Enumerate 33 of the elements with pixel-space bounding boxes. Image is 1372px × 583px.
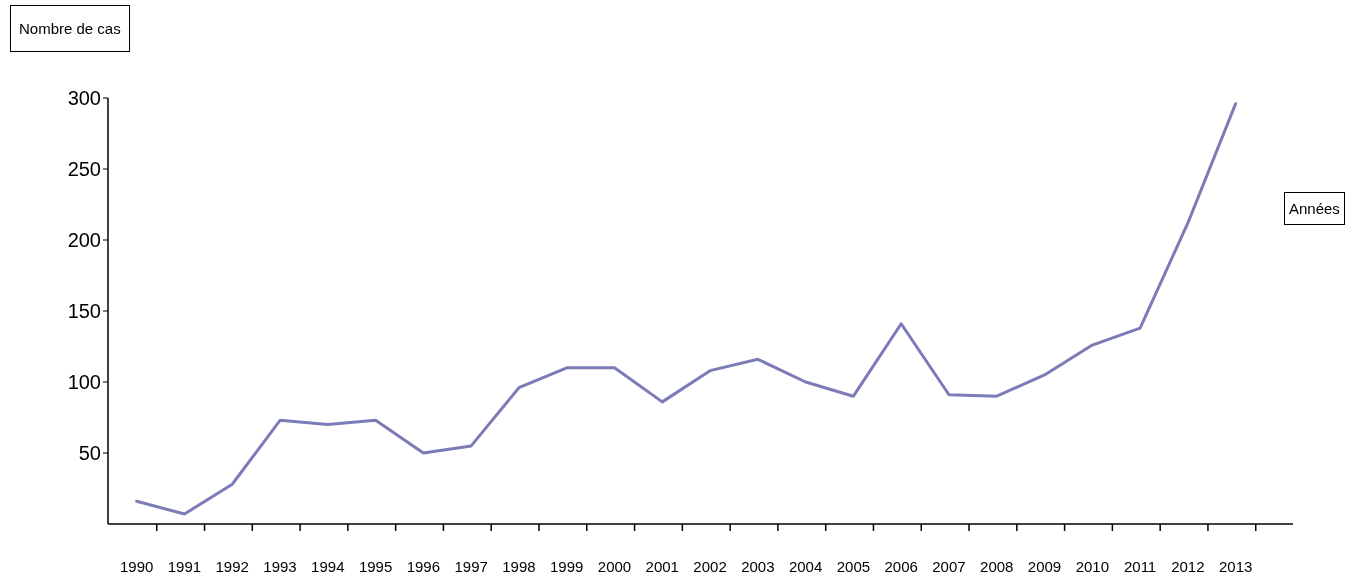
y-tick-label: 250 bbox=[67, 158, 101, 181]
x-tick-label: 2005 bbox=[836, 558, 871, 575]
x-tick-label: 2007 bbox=[932, 558, 966, 575]
x-tick-label: 1991 bbox=[167, 558, 202, 575]
x-tick-label: 2011 bbox=[1123, 558, 1157, 575]
y-tick-label: 200 bbox=[67, 229, 101, 252]
x-tick-label: 1990 bbox=[119, 558, 154, 575]
line-series bbox=[135, 102, 1238, 516]
x-tick-label: 1995 bbox=[358, 558, 393, 575]
x-tick-label: 1996 bbox=[406, 558, 441, 575]
x-axis-title: Années bbox=[1284, 192, 1345, 225]
y-tick-label: 100 bbox=[67, 371, 101, 394]
x-tick-label: 2010 bbox=[1075, 558, 1109, 575]
y-tick-label: 50 bbox=[78, 442, 101, 465]
x-tick-label: 2008 bbox=[980, 558, 1014, 575]
x-tick-label: 2012 bbox=[1171, 558, 1205, 575]
y-axis-title: Nombre de cas bbox=[10, 5, 130, 52]
x-tick-label: 2013 bbox=[1218, 558, 1253, 575]
x-tick-label: 2004 bbox=[788, 558, 823, 575]
x-tick-label: 2006 bbox=[884, 558, 918, 575]
x-tick-label: 1997 bbox=[454, 558, 488, 575]
x-tick-label: 1998 bbox=[502, 558, 536, 575]
x-tick-label: 1999 bbox=[550, 558, 584, 575]
x-tick-label: 1992 bbox=[215, 558, 249, 575]
x-tick-label: 2003 bbox=[741, 558, 775, 575]
x-tick-label: 2009 bbox=[1027, 558, 1062, 575]
x-tick-label: 2001 bbox=[645, 558, 679, 575]
y-tick-label: 300 bbox=[67, 87, 101, 110]
x-tick-label: 1994 bbox=[311, 558, 345, 575]
y-tick-label: 150 bbox=[67, 300, 101, 323]
x-tick-label: 2002 bbox=[693, 558, 727, 575]
x-tick-label: 2000 bbox=[597, 558, 632, 575]
x-tick-label: 1993 bbox=[263, 558, 297, 575]
